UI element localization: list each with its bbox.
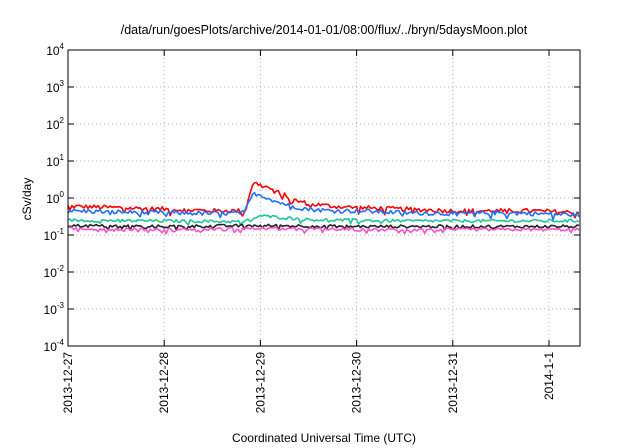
series-line [67, 214, 580, 226]
x-tick-label: 2014-1-1 [542, 352, 556, 400]
series-line [67, 226, 580, 235]
y-tick-label: 102 [46, 116, 64, 132]
x-tick-label: 2013-12-27 [61, 352, 75, 414]
y-tick-label: 10-2 [44, 264, 65, 280]
x-tick-label: 2013-12-28 [157, 352, 171, 414]
series-group [67, 181, 580, 235]
ticks: 10-4 10-3 10-2 10-1 100 101 102 103 104 2013-12-2… [44, 42, 580, 413]
grid [68, 50, 580, 346]
y-tick-label: 10-1 [44, 227, 65, 243]
y-axis-label: cSv/day [20, 178, 34, 221]
y-tick-label: 101 [46, 153, 64, 169]
x-tick-label: 2013-12-31 [446, 352, 460, 414]
x-tick-label: 2013-12-29 [253, 352, 267, 414]
y-tick-label: 100 [46, 190, 64, 206]
y-tick-label: 104 [46, 42, 64, 58]
x-tick-label: 2013-12-30 [350, 352, 364, 414]
y-tick-label: 103 [46, 79, 64, 95]
series-line [67, 191, 580, 221]
series-line [67, 223, 580, 231]
y-tick-label: 10-3 [44, 301, 65, 317]
chart-title: /data/run/goesPlots/archive/2014-01-01/0… [121, 23, 528, 37]
x-axis-label: Coordinated Universal Time (UTC) [232, 431, 416, 445]
y-tick-label: 10-4 [44, 338, 65, 354]
